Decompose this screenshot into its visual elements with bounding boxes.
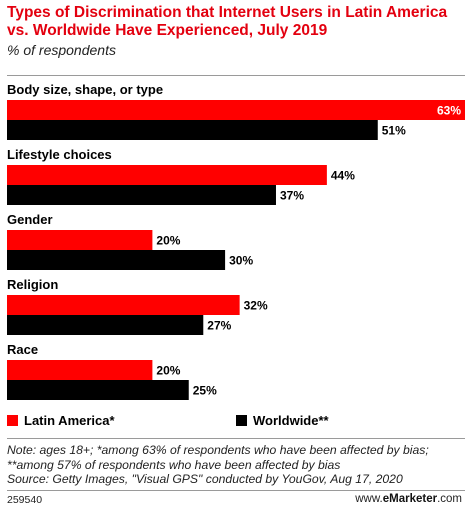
category-label: Gender <box>7 212 53 227</box>
data-label: 44% <box>331 169 355 183</box>
source-text: Source: Getty Images, "Visual GPS" condu… <box>7 472 403 486</box>
brand-logo: www.eMarketer.com <box>355 493 462 505</box>
data-label: 20% <box>156 234 180 248</box>
category-label: Religion <box>7 277 58 292</box>
bar-worldwide <box>7 120 378 140</box>
bar-latin-america <box>7 100 465 120</box>
bar-latin-america <box>7 165 327 185</box>
notes-divider <box>7 438 465 439</box>
data-label: 25% <box>193 384 217 398</box>
category-label: Body size, shape, or type <box>7 82 163 97</box>
bar-worldwide <box>7 250 226 270</box>
data-label: 51% <box>382 124 406 138</box>
bar-latin-america <box>7 230 153 250</box>
legend-item-latin-america: Latin America* <box>7 413 115 428</box>
bar-latin-america <box>7 360 153 380</box>
category-label: Race <box>7 342 38 357</box>
legend-label-worldwide: Worldwide** <box>253 413 329 428</box>
chart-title: Types of Discrimination that Internet Us… <box>7 4 448 39</box>
bar-worldwide <box>7 315 204 335</box>
bar-latin-america <box>7 295 240 315</box>
note-text: Note: ages 18+; *among 63% of respondent… <box>7 443 429 472</box>
category-label: Lifestyle choices <box>7 147 112 162</box>
bar-chart: Body size, shape, or type 63% 51% Lifestyle… <box>7 82 465 400</box>
chart-subtitle: % of respondents <box>7 42 116 58</box>
footer-divider <box>7 490 465 491</box>
brand-suffix: .com <box>437 493 462 505</box>
legend-label-latin-america: Latin America* <box>24 413 115 428</box>
data-label: 32% <box>244 299 268 313</box>
legend-swatch-latin-america <box>7 415 18 426</box>
bar-worldwide <box>7 185 276 205</box>
data-label: 20% <box>156 364 180 378</box>
data-label: 37% <box>280 189 304 203</box>
brand-prefix: www. <box>355 493 383 505</box>
legend-item-worldwide: Worldwide** <box>236 413 329 428</box>
header-divider <box>7 75 465 76</box>
data-label: 63% <box>437 104 461 118</box>
chart-notes: Note: ages 18+; *among 63% of respondent… <box>7 443 465 487</box>
data-label: 27% <box>207 319 231 333</box>
brand-name: eMarketer <box>382 493 438 505</box>
bar-worldwide <box>7 380 189 400</box>
chart-id: 259540 <box>7 494 43 506</box>
data-label: 30% <box>229 254 253 268</box>
legend-swatch-worldwide <box>236 415 247 426</box>
